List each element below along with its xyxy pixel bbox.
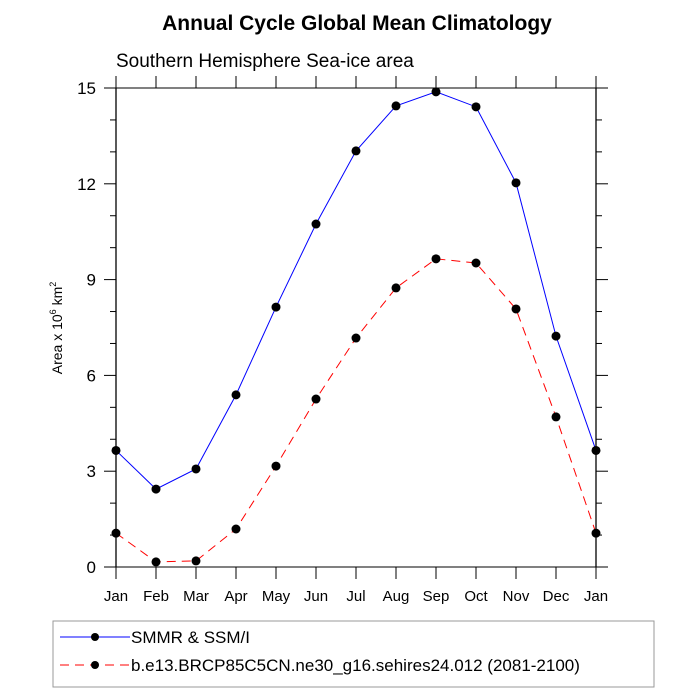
data-point (551, 331, 561, 341)
data-point (511, 178, 521, 188)
data-point (311, 394, 321, 404)
legend: SMMR & SSM/I b.e13.BRCP85C5CN.ne30_g16.se… (52, 620, 655, 688)
data-point (231, 524, 241, 534)
x-tick-labels: Jan Feb Mar Apr May Jun Jul Aug Sep Oct Nov Dec Jan (104, 588, 608, 605)
data-point (231, 390, 241, 400)
data-point (191, 464, 201, 474)
y-tick-label: 6 (87, 366, 96, 385)
x-tick-label: Jun (304, 588, 328, 605)
data-point (391, 101, 401, 111)
x-tick-label: Oct (464, 588, 488, 605)
y-axis-label-sup2: 2 (48, 282, 58, 287)
legend-box (52, 620, 655, 688)
series-line (115, 258, 597, 563)
data-point (311, 219, 321, 229)
data-point (351, 333, 361, 343)
legend-marker (91, 633, 99, 641)
axes (104, 76, 608, 579)
x-tick-label: Jul (346, 588, 365, 605)
data-point (591, 528, 601, 538)
data-point (111, 528, 121, 538)
x-tick-label: Jan (584, 588, 608, 605)
data-point (151, 557, 161, 567)
series-2 (111, 254, 601, 567)
series-group (111, 87, 601, 567)
data-point (471, 258, 481, 268)
y-tick-labels: 0 3 6 9 12 15 (77, 79, 96, 577)
legend-label: b.e13.BRCP85C5CN.ne30_g16.sehires24.012 … (131, 656, 580, 675)
chart-title: Annual Cycle Global Mean Climatology (162, 12, 552, 35)
data-point (431, 254, 441, 264)
x-tick-label: Aug (383, 588, 410, 605)
series-1 (111, 87, 601, 494)
x-tick-label: Feb (143, 588, 169, 605)
x-tick-label: Apr (224, 588, 247, 605)
data-point (271, 461, 281, 471)
y-tick-label: 15 (77, 79, 96, 98)
chart-subtitle: Southern Hemisphere Sea-ice area (116, 51, 414, 72)
legend-label: SMMR & SSM/I (131, 628, 250, 647)
x-tick-label: Dec (543, 588, 570, 605)
legend-marker (91, 661, 99, 669)
data-point (271, 302, 281, 312)
data-point (151, 484, 161, 494)
x-tick-label: Nov (503, 588, 530, 605)
data-point (391, 283, 401, 293)
data-point (471, 102, 481, 112)
data-point (591, 445, 601, 455)
data-point (351, 146, 361, 156)
y-tick-label: 3 (87, 462, 96, 481)
y-axis-label-text: Area x 10 (49, 314, 65, 374)
y-axis-label-unit: km (49, 287, 65, 310)
legend-entry: SMMR & SSM/I (60, 628, 250, 647)
legend-entry: b.e13.BRCP85C5CN.ne30_g16.sehires24.012 … (60, 656, 580, 675)
data-point (511, 304, 521, 314)
x-tick-label: Jan (104, 588, 128, 605)
data-point (431, 87, 441, 97)
x-tick-label: Mar (183, 588, 209, 605)
y-tick-label: 12 (77, 175, 96, 194)
x-tick-label: Sep (423, 588, 450, 605)
y-axis-label: Area x 106 km2 (48, 282, 65, 375)
y-tick-label: 9 (87, 271, 96, 290)
y-axis-label-sup1: 6 (48, 309, 58, 314)
y-tick-label: 0 (87, 558, 96, 577)
data-point (191, 556, 201, 566)
data-point (111, 445, 121, 455)
data-point (551, 412, 561, 422)
x-tick-label: May (262, 588, 291, 605)
